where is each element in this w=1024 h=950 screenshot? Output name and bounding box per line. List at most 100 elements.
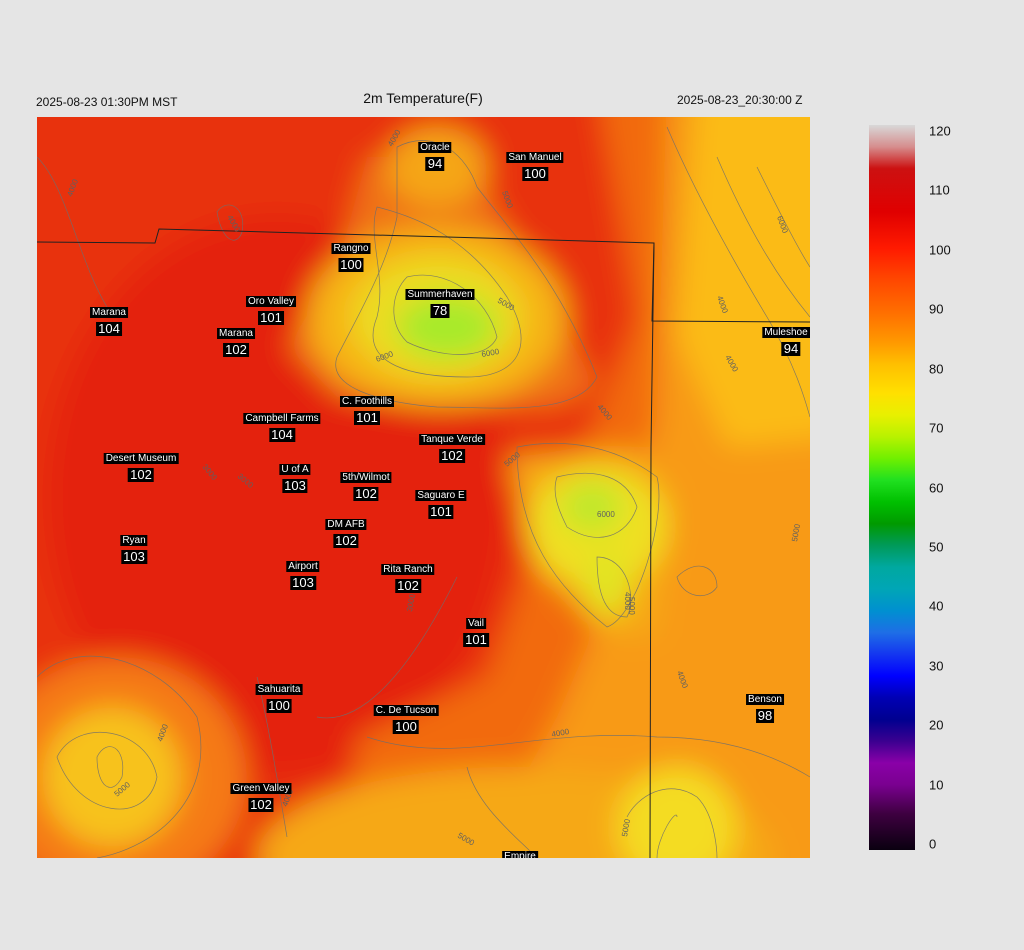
station-name: San Manuel	[506, 152, 564, 163]
colorbar-tick-label: 30	[929, 658, 944, 674]
station-name: U of A	[279, 464, 311, 475]
station-marker: Marana 104	[90, 302, 128, 336]
station-temperature: 102	[439, 448, 465, 463]
station-name: Sahuarita	[255, 684, 303, 695]
station-marker: Green Valley 102	[230, 778, 292, 812]
temperature-map: 4000 3000 4000 4000 5000 6000 5000 6000 4000 5000…	[37, 117, 810, 858]
station-marker: C. De Tucson 100	[373, 700, 439, 734]
station-name: 5th/Wilmot	[340, 472, 392, 483]
station-name: Desert Museum	[103, 453, 179, 464]
colorbar-tick-label: 20	[929, 717, 944, 733]
colorbar-tick-label: 100	[929, 242, 951, 258]
station-marker: Saguaro E 101	[415, 485, 467, 519]
station-marker: Vail 101	[463, 613, 489, 647]
station-name: Rita Ranch	[381, 564, 435, 575]
station-temperature: 101	[428, 504, 454, 519]
station-marker: Rita Ranch 102	[381, 559, 435, 593]
colorbar-tick-label: 70	[929, 420, 944, 436]
station-marker: Summerhaven 78	[405, 284, 475, 318]
station-name: Ryan	[120, 535, 148, 546]
station-temperature: 101	[354, 410, 380, 425]
contour-label: 4000	[551, 727, 571, 739]
station-name: Empire	[502, 851, 538, 858]
map-title: 2m Temperature(F)	[363, 90, 483, 106]
station-name: Campbell Farms	[243, 413, 321, 424]
station-name: C. De Tucson	[373, 705, 439, 716]
station-marker: Tanque Verde 102	[419, 429, 485, 463]
station-marker: 5th/Wilmot 102	[340, 467, 392, 501]
station-marker: Sahuarita 100	[255, 679, 303, 713]
station-marker: C. Foothills 101	[339, 391, 395, 425]
station-temperature: 100	[266, 698, 292, 713]
station-temperature: 104	[96, 321, 122, 336]
station-temperature: 94	[781, 341, 801, 356]
station-marker: San Manuel 100	[506, 147, 564, 181]
station-name: Summerhaven	[405, 289, 475, 300]
station-marker: Oro Valley 101	[246, 291, 296, 325]
station-marker: U of A 103	[279, 459, 311, 493]
station-temperature: 103	[282, 478, 308, 493]
station-name: DM AFB	[325, 519, 367, 530]
contour-label: 5000	[620, 818, 632, 838]
station-marker: Ryan 103	[120, 530, 148, 564]
colorbar-tick-label: 80	[929, 361, 944, 377]
station-name: Saguaro E	[415, 490, 467, 501]
station-temperature: 102	[223, 342, 249, 357]
station-temperature: 100	[393, 719, 419, 734]
station-marker: Muleshoe R 94	[762, 322, 810, 356]
temperature-field: 4000300040004000500060005000600040005000…	[37, 117, 810, 858]
station-temperature: 101	[258, 310, 284, 325]
station-marker: Airport 103	[286, 556, 320, 590]
utc-time: 2025-08-23_20:30:00 Z	[677, 93, 803, 107]
station-temperature: 104	[269, 427, 295, 442]
station-temperature: 102	[128, 467, 154, 482]
station-name: Benson	[746, 694, 784, 705]
station-temperature: 102	[395, 578, 421, 593]
station-name: C. Foothills	[339, 396, 395, 407]
station-temperature: 102	[353, 486, 379, 501]
colorbar-tick-label: 110	[929, 182, 950, 198]
local-time: 2025-08-23 01:30PM MST	[36, 95, 178, 109]
station-temperature: 101	[463, 632, 489, 647]
station-temperature: 100	[338, 257, 364, 272]
station-name: Tanque Verde	[419, 434, 485, 445]
colorbar-tick-label: 50	[929, 539, 944, 555]
station-name: Vail	[466, 618, 486, 629]
station-temperature: 103	[290, 575, 316, 590]
contour-label: 5000	[790, 523, 802, 543]
station-marker: Marana 102	[217, 323, 255, 357]
station-name: Oro Valley	[246, 296, 296, 307]
station-name: Airport	[286, 561, 320, 572]
colorbar-tick-label: 10	[929, 777, 944, 793]
station-temperature: 100	[522, 166, 548, 181]
contour-label: 5000	[627, 597, 636, 615]
station-name: Oracle	[418, 142, 452, 153]
contour-label: 6000	[481, 347, 501, 359]
contour-label: 6000	[597, 510, 615, 519]
station-name: Rangno	[331, 243, 371, 254]
station-temperature: 103	[121, 549, 147, 564]
colorbar-tick-label: 90	[929, 301, 944, 317]
station-marker: Oracle 94	[418, 137, 452, 171]
colorbar	[869, 125, 915, 850]
station-marker: Desert Museum 102	[103, 448, 179, 482]
station-name: Marana	[90, 307, 128, 318]
station-marker: Empire	[502, 846, 538, 858]
colorbar-tick-label: 40	[929, 598, 944, 614]
station-name: Marana	[217, 328, 255, 339]
station-marker: Benson 98	[746, 689, 784, 723]
station-temperature: 102	[333, 533, 359, 548]
station-name: Green Valley	[230, 783, 292, 794]
station-temperature: 78	[430, 303, 450, 318]
colorbar-tick-label: 0	[929, 836, 937, 852]
station-temperature: 102	[248, 797, 274, 812]
colorbar-tick-label: 120	[929, 123, 951, 139]
station-temperature: 98	[755, 708, 775, 723]
colorbar-tick-label: 60	[929, 480, 944, 495]
station-marker: Rangno 100	[331, 238, 371, 272]
contour-label: 4000	[623, 592, 632, 610]
station-marker: Campbell Farms 104	[243, 408, 321, 442]
contour-label: 3000	[405, 593, 417, 613]
station-name: Muleshoe R	[762, 327, 810, 338]
station-temperature: 94	[425, 156, 445, 171]
